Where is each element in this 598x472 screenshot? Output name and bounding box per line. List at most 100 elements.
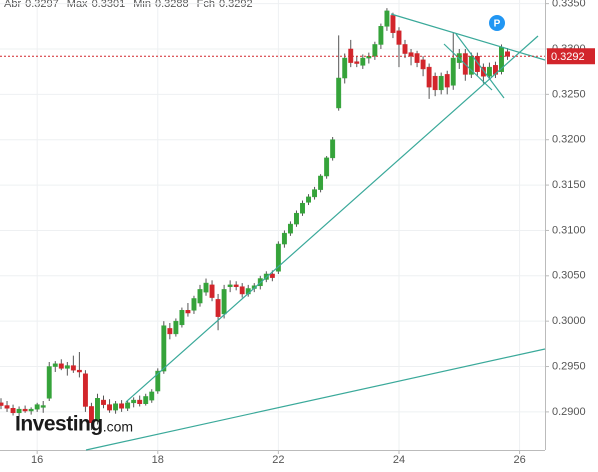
candle-body — [294, 212, 299, 225]
candle-body — [275, 243, 281, 272]
candle-body — [486, 66, 492, 77]
candle-body — [22, 408, 28, 412]
candle-body — [197, 289, 203, 304]
overlay: 0.3292 P Investing .com — [0, 15, 595, 436]
candle-body — [378, 26, 384, 45]
header-label: Abr — [4, 0, 21, 10]
event-marker-label: P — [494, 19, 501, 30]
candle-body — [52, 363, 58, 367]
header-label: Max — [67, 0, 88, 10]
candle-body — [46, 366, 52, 399]
candle-body — [28, 408, 34, 412]
header-value: 0.3288 — [155, 0, 189, 10]
candle-body — [155, 370, 161, 392]
candle-body — [390, 15, 396, 33]
trend-lines — [85, 13, 546, 451]
candle-body — [233, 284, 239, 287]
candle-body — [414, 53, 420, 63]
trend-line — [455, 33, 505, 99]
x-tick-label: 18 — [152, 454, 164, 466]
header-value: 0.3301 — [92, 0, 126, 10]
candle-body — [215, 299, 221, 317]
candle-body — [70, 365, 76, 371]
candle-body — [306, 196, 311, 203]
candle-body — [191, 298, 197, 311]
candle-body — [402, 44, 408, 54]
candle-body — [95, 398, 100, 422]
candle-body — [312, 189, 318, 198]
candle-body — [372, 44, 378, 57]
y-tick-label: 0.3250 — [552, 88, 586, 100]
y-tick-label: 0.3050 — [552, 270, 586, 282]
candle-body — [384, 10, 390, 27]
candle-body — [76, 369, 82, 373]
trend-line — [443, 43, 493, 91]
candle-body — [342, 57, 348, 79]
candle-body — [438, 75, 444, 91]
event-marker — [489, 15, 505, 31]
candle-body — [354, 61, 360, 64]
watermark: Investing — [15, 413, 103, 436]
candle-body — [143, 396, 149, 404]
candle-body — [432, 75, 438, 91]
y-tick-label: 0.3150 — [552, 179, 586, 191]
candle-body — [101, 399, 106, 405]
candle-body — [89, 406, 94, 424]
candle-body — [239, 286, 245, 295]
current-price-label: 0.3292 — [551, 51, 585, 63]
candle-body — [505, 51, 510, 57]
candle-body — [281, 232, 287, 245]
header-label: Fch — [197, 0, 215, 10]
x-tick-label: 24 — [393, 454, 405, 466]
header-label: Min — [133, 0, 151, 10]
candle-body — [161, 325, 167, 372]
candle-body — [64, 365, 70, 369]
candle-body — [149, 391, 155, 401]
candle-body — [4, 405, 10, 409]
y-tick-label: 0.3000 — [552, 315, 586, 327]
candle-body — [16, 408, 22, 414]
y-tick-label: 0.3350 — [552, 0, 586, 10]
candle-body — [227, 284, 233, 287]
candle-body — [203, 282, 209, 293]
candle-body — [269, 273, 275, 278]
candle-body — [40, 405, 46, 408]
candle-body — [330, 139, 336, 159]
candle-body — [185, 310, 191, 314]
candle-body — [34, 404, 40, 410]
candle-body — [450, 57, 456, 86]
candle-body — [131, 399, 137, 404]
trend-line — [125, 35, 539, 403]
candle-body — [426, 66, 432, 88]
candle-body — [209, 284, 215, 298]
trend-line — [85, 348, 546, 451]
x-tick-label: 26 — [513, 454, 525, 466]
candle-body — [287, 223, 293, 234]
candle-body — [396, 30, 402, 45]
candle-body — [107, 404, 112, 411]
candle-body — [221, 289, 227, 315]
candle-body — [324, 157, 330, 177]
ohlc-header: Abr 0.3297 Max 0.3301 Min 0.3288 Fch 0.3292 — [4, 0, 253, 10]
candle-body — [137, 399, 143, 404]
candle-body — [444, 74, 450, 88]
candle-body — [480, 66, 486, 77]
current-price-tag — [547, 48, 595, 65]
candle-body — [58, 363, 64, 369]
candle-body — [125, 402, 131, 409]
candle-body — [318, 175, 324, 190]
candle-body — [113, 403, 119, 411]
header-value: 0.3297 — [25, 0, 59, 10]
trend-line — [390, 13, 546, 61]
candle-body — [408, 52, 414, 57]
candle-body — [336, 77, 342, 109]
candle-body — [468, 56, 474, 75]
candle-body — [173, 320, 179, 335]
candle-body — [10, 408, 16, 414]
y-tick-label: 0.2900 — [552, 406, 586, 418]
candle-body — [420, 59, 426, 70]
y-tick-label: 0.3100 — [552, 224, 586, 236]
grid: 0.33500.33000.32500.32000.31500.31000.30… — [0, 0, 586, 466]
